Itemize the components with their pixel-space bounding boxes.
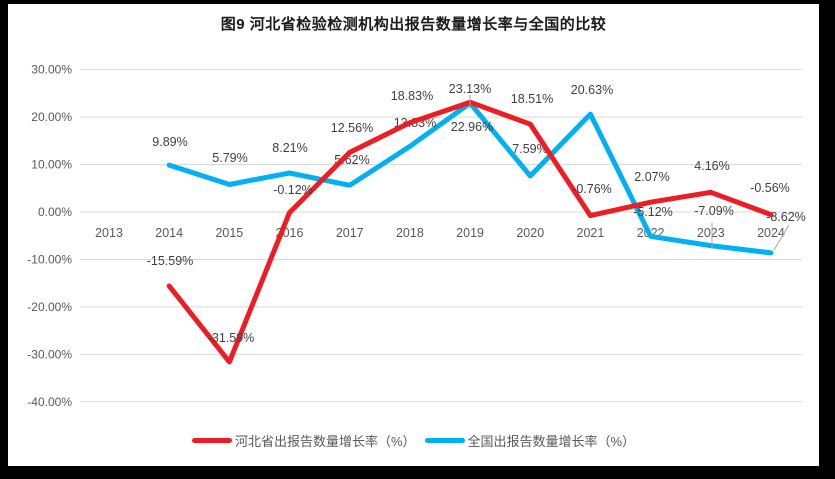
data-label: 20.63% xyxy=(571,83,613,97)
data-label: 23.13% xyxy=(449,82,491,96)
legend-line-sample-national xyxy=(424,438,465,443)
x-tick-label: 2018 xyxy=(396,226,424,240)
legend-label-national: 全国出报告数量增长率（%） xyxy=(467,434,636,449)
data-label: -5.12% xyxy=(633,205,673,219)
data-label: 18.51% xyxy=(511,92,553,106)
x-tick-label: 2014 xyxy=(155,226,183,240)
data-label: 12.56% xyxy=(331,121,373,135)
data-label: 7.59% xyxy=(512,142,547,156)
chart-title: 图9 河北省检验检测机构出报告数量增长率与全国的比较 xyxy=(220,16,607,33)
chart-window: 图9 河北省检验检测机构出报告数量增长率与全国的比较 30.00% 20.00% 1… xyxy=(8,4,819,466)
y-tick-label: -30.00% xyxy=(27,347,72,361)
line-chart: 30.00% 20.00% 10.00% 0.00% -10.00% -20.00% -30… xyxy=(27,63,806,409)
data-label: 22.96% xyxy=(451,120,493,134)
data-label: -7.09% xyxy=(694,204,734,218)
legend-item-national: 全国出报告数量增长率（%） xyxy=(424,431,636,450)
data-label: -15.59% xyxy=(147,254,194,268)
y-tick-label: 0.00% xyxy=(38,205,72,219)
x-tick-label: 2024 xyxy=(757,226,785,240)
x-tick-label: 2015 xyxy=(215,226,243,240)
y-tick-label: -10.00% xyxy=(27,252,72,266)
data-label: -8.62% xyxy=(766,210,806,224)
data-label: -0.76% xyxy=(572,182,612,196)
data-label: 9.89% xyxy=(152,135,187,149)
x-tick-label: 2019 xyxy=(456,226,484,240)
data-label: 5.79% xyxy=(212,151,247,165)
x-tick-label: 2021 xyxy=(577,226,605,240)
data-label: -0.12% xyxy=(273,183,313,197)
legend-item-hebei: 河北省出报告数量增长率（%） xyxy=(191,431,416,450)
data-label: 2.07% xyxy=(634,170,669,184)
data-label: 4.16% xyxy=(694,159,729,173)
y-tick-label: 10.00% xyxy=(31,158,72,172)
x-tick-label: 2020 xyxy=(516,226,544,240)
x-tick-label: 2023 xyxy=(697,226,725,240)
chart-legend: 河北省出报告数量增长率（%） 全国出报告数量增长率（%） xyxy=(8,431,819,450)
leader-line xyxy=(773,224,790,251)
legend-line-sample-hebei xyxy=(191,438,232,443)
y-tick-label: -40.00% xyxy=(27,395,72,409)
data-label: -0.56% xyxy=(750,181,790,195)
x-tick-label: 2013 xyxy=(95,226,123,240)
y-tick-label: 30.00% xyxy=(31,63,72,77)
x-tick-label: 2017 xyxy=(336,226,364,240)
y-tick-label: 20.00% xyxy=(31,110,72,124)
data-label: 18.83% xyxy=(391,89,433,103)
y-tick-label: -20.00% xyxy=(27,300,72,314)
legend-label-hebei: 河北省出报告数量增长率（%） xyxy=(234,434,416,449)
data-label: 8.21% xyxy=(272,141,307,155)
data-label: -31.59% xyxy=(208,331,255,345)
